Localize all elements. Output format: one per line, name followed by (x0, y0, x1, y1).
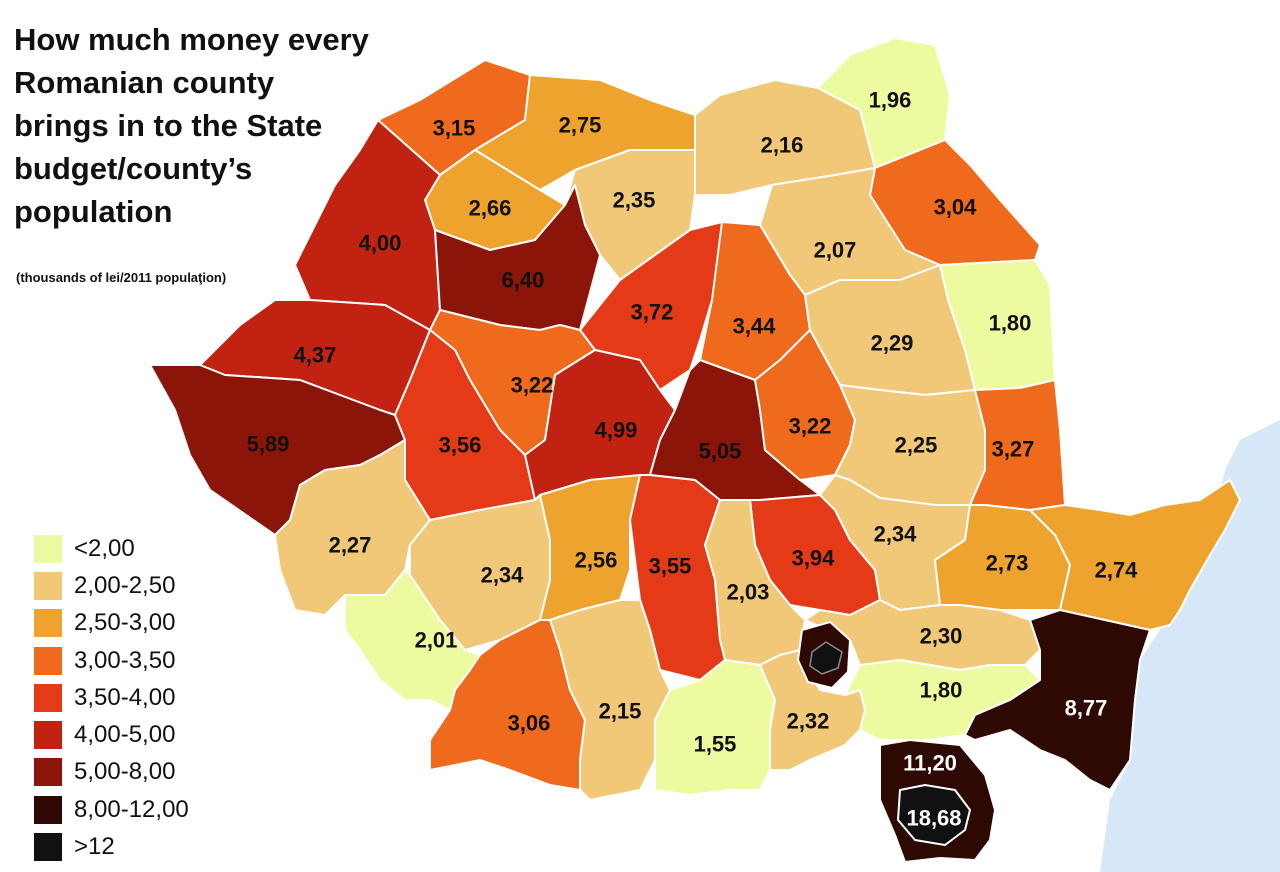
county-value-label: 2,25 (895, 433, 938, 458)
legend-swatch (34, 795, 62, 824)
county-value-label: 3,22 (789, 414, 832, 439)
legend-swatch (34, 609, 62, 638)
legend-swatch (34, 721, 62, 750)
county-value-label: 4,00 (359, 231, 402, 256)
legend-label: 3,00-3,50 (74, 646, 176, 674)
legend-label: <2,00 (74, 534, 135, 562)
legend-item: 2,50-3,00 (34, 605, 189, 642)
legend-label: 2,00-2,50 (74, 571, 176, 599)
county-region (897, 784, 971, 846)
county-value-label: 3,22 (511, 373, 554, 398)
county-value-label: 5,89 (247, 432, 290, 457)
county-region (654, 659, 776, 796)
county-value-label: 2,75 (559, 113, 602, 138)
legend-label: 5,00-8,00 (74, 758, 176, 786)
county-value-label: 4,99 (595, 418, 638, 443)
county-value-label: 11,20 (903, 751, 957, 776)
legend-label: 8,00-12,00 (74, 795, 189, 823)
legend-swatch (34, 758, 62, 787)
legend-label: 2,50-3,00 (74, 609, 176, 637)
county-value-label: 6,40 (502, 268, 545, 293)
legend-item: 2,00-2,50 (34, 567, 189, 604)
legend-label: 3,50-4,00 (74, 683, 176, 711)
county-value-label: 2,35 (613, 188, 656, 213)
county-value-label: 2,73 (986, 551, 1029, 576)
county-value-label: 3,56 (439, 433, 482, 458)
county-value-label: 2,07 (814, 238, 857, 263)
legend-label: >12 (74, 833, 115, 861)
map-title: How much money every Romanian county bri… (14, 22, 369, 229)
legend-item: 8,00-12,00 (34, 791, 189, 828)
county-value-label: 1,96 (869, 88, 912, 113)
county-value-label: 2,56 (575, 548, 618, 573)
county-value-label: 2,34 (874, 522, 918, 547)
legend-item: 3,00-3,50 (34, 642, 189, 679)
county-value-label: 3,72 (631, 300, 674, 325)
legend-swatch (34, 571, 62, 600)
legend: <2,00 2,00-2,50 2,50-3,00 3,00-3,50 3,50… (34, 530, 189, 866)
county-value-label: 2,01 (415, 628, 458, 653)
county-value-label: 3,04 (934, 195, 978, 220)
county-value-label: 3,27 (992, 437, 1035, 462)
legend-item: <2,00 (34, 530, 189, 567)
county-value-label: 2,27 (329, 533, 372, 558)
county-value-label: 8,77 (1065, 696, 1108, 721)
county-value-label: 1,80 (989, 311, 1032, 336)
map-subtitle: (thousands of lei/2011 populaţion) (16, 270, 227, 285)
county-value-label: 3,55 (649, 554, 692, 579)
legend-swatch (34, 833, 62, 862)
county-value-label: 2,32 (787, 709, 830, 734)
black-sea (1100, 420, 1280, 872)
county-value-label: 4,37 (294, 343, 337, 368)
county-value-label: 3,44 (733, 314, 777, 339)
county-value-label: 1,55 (694, 732, 737, 757)
legend-item: 3,50-4,00 (34, 679, 189, 716)
county-value-label: 2,30 (920, 624, 963, 649)
county-value-label: 2,66 (469, 196, 512, 221)
legend-item: 4,00-5,00 (34, 716, 189, 753)
legend-item: 5,00-8,00 (34, 754, 189, 791)
county-value-label: 18,68 (906, 806, 961, 831)
legend-swatch (34, 534, 62, 563)
legend-swatch (34, 646, 62, 675)
county-value-label: 3,94 (792, 546, 836, 571)
county-value-label: 2,16 (761, 133, 804, 158)
legend-item: >12 (34, 828, 189, 865)
county-value-label: 1,80 (920, 678, 963, 703)
legend-label: 4,00-5,00 (74, 721, 176, 749)
county-region (1029, 479, 1241, 631)
county-value-label: 3,15 (433, 116, 476, 141)
county-value-label: 3,06 (508, 711, 551, 736)
county-value-label: 5,05 (699, 439, 742, 464)
county-value-label: 2,74 (1095, 558, 1139, 583)
county-region (964, 609, 1151, 791)
county-value-label: 2,15 (599, 699, 642, 724)
legend-swatch (34, 683, 62, 712)
bucharest-region (809, 641, 843, 675)
county-value-label: 2,29 (871, 331, 914, 356)
county-value-label: 2,03 (727, 580, 770, 605)
county-value-label: 2,34 (481, 563, 525, 588)
